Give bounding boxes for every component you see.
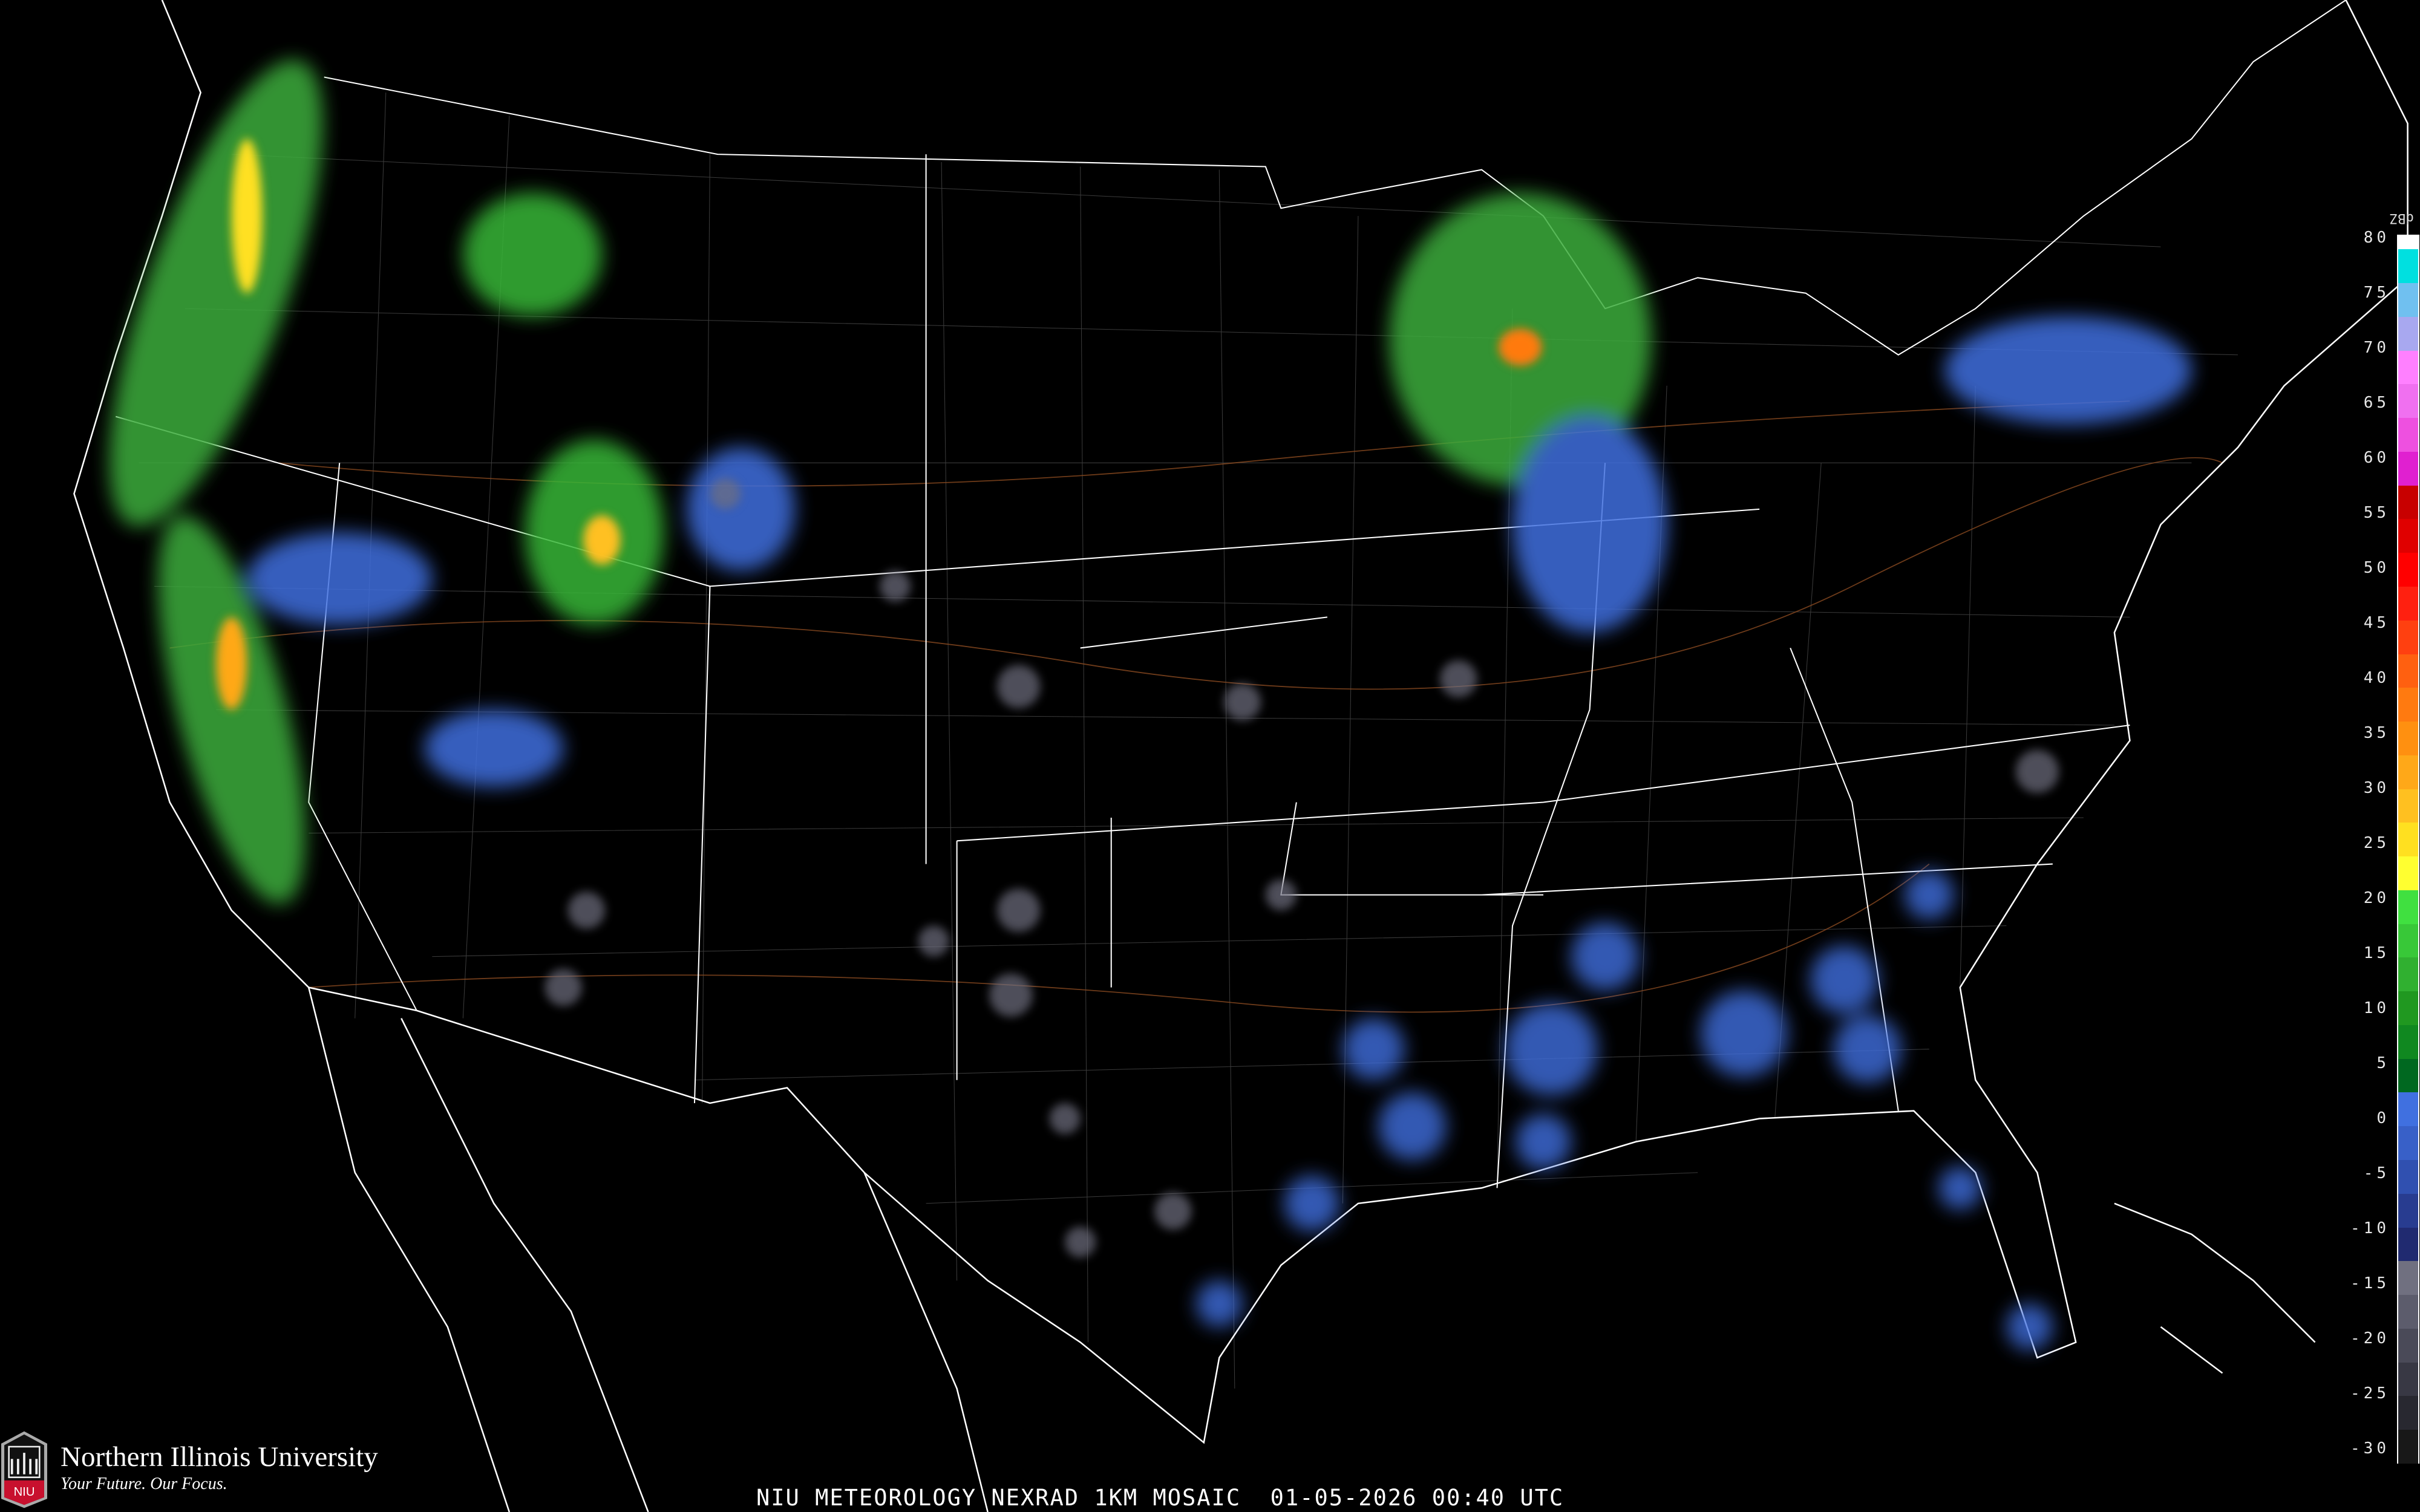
legend-color-segment [2398,924,2418,958]
legend-color-segment [2398,1193,2418,1228]
echo-idaho [463,192,602,316]
legend-color-segment [2398,1295,2418,1329]
state-borders [116,0,2347,1188]
echo-blob [2006,1303,2053,1351]
legend-tick-label: 50 [2363,559,2390,577]
legend-tick-label: 15 [2363,944,2390,962]
legend-tick-label: 25 [2363,834,2390,852]
legend-color-segment [2398,350,2418,385]
echo-arizona [424,709,564,787]
legend-tick-label: -5 [2363,1164,2390,1182]
legend-tick-label: 55 [2363,504,2390,522]
legend-color-segment [2398,418,2418,452]
legend-tick-label: 65 [2363,394,2390,412]
legend-tick-label: 45 [2363,614,2390,632]
echo-nevada [247,532,433,625]
legend-tick-label: 60 [2363,449,2390,467]
legend-color-segment [2398,1362,2418,1396]
legend-tick-label: 40 [2363,669,2390,687]
legend-unit-label: dBZ [2390,210,2414,226]
legend-tick-label: -10 [2350,1219,2390,1237]
echo-blob [1196,1280,1243,1327]
legend-color-segment [2398,283,2418,317]
university-tagline: Your Future. Our Focus. [60,1475,227,1493]
echo-blob [1378,1092,1447,1161]
reflectivity-color-scale [2397,235,2419,1464]
echo-blob [1701,990,1788,1077]
legend-color-segment [2398,755,2418,789]
echo-northeast [1944,316,2192,425]
university-name: Northern Illinois University [60,1441,378,1473]
legend-color-segment [2398,620,2418,654]
legend-tick-label: 30 [2363,779,2390,797]
echo-blob [1284,1175,1340,1231]
legend-color-segment [2398,957,2418,992]
legend-color-segment [2398,1025,2418,1059]
legend-tick-label: -25 [2350,1384,2390,1403]
legend-tick-label: 0 [2376,1109,2390,1127]
legend-tick-label: 70 [2363,339,2390,357]
legend-color-segment [2398,1328,2418,1363]
legend-color-segment [2398,1058,2418,1093]
legend-tick-label: 35 [2363,724,2390,742]
legend-color-segment [2398,1092,2418,1127]
legend-tick-label: 10 [2363,999,2390,1017]
legend-tick-label: -20 [2350,1329,2390,1347]
legend-color-segment [2398,1430,2418,1464]
legend-color-segment [2398,1261,2418,1295]
echo-michigan-south [1512,416,1667,633]
legend-tick-label: 80 [2363,229,2390,247]
legend-color-segment [2398,485,2418,520]
legend-tick-label: 20 [2363,889,2390,907]
legend-color-segment [2398,553,2418,587]
echo-blob [1516,1113,1571,1170]
legend-color-segment [2398,1126,2418,1160]
echo-wyoming [687,447,795,571]
niu-logo: NIU [1,1431,47,1508]
legend-color-segment [2398,890,2418,924]
legend-tick-label: -30 [2350,1439,2390,1458]
coastline [73,0,2409,1512]
legend-color-segment [2398,789,2418,823]
legend-color-segment [2398,856,2418,890]
svg-text:NIU: NIU [14,1485,35,1499]
echo-blob [1505,1003,1598,1096]
legend-tick-label: 75 [2363,284,2390,302]
legend-color-segment [2398,519,2418,553]
echo-blob [1810,945,1879,1014]
legend-color-segment [2398,1227,2418,1262]
legend-color-segment [2398,236,2418,250]
legend-tick-label: 5 [2376,1054,2390,1072]
echo-blob [1833,1015,1902,1083]
legend-color-segment [2398,991,2418,1025]
echo-blob [1571,922,1640,991]
legend-color-segment [2398,823,2418,857]
legend-color-segment [2398,316,2418,351]
echo-blob [1342,1018,1405,1080]
highways [169,400,2223,1013]
radar-echoes [109,60,2192,1351]
echo-pacific-nw [109,60,323,527]
legend-color-segment [2398,1396,2418,1430]
echo-blob [1938,1166,1982,1210]
legend-color-segment [2398,688,2418,722]
legend-color-segment [2398,654,2418,688]
legend-tick-label: -15 [2350,1274,2390,1292]
legend-color-segment [2398,586,2418,621]
legend-color-segment [2398,249,2418,284]
legend-color-segment [2398,451,2418,486]
legend-color-segment [2398,722,2418,755]
legend-color-segment [2398,1159,2418,1194]
product-caption: NIU METEOROLOGY NEXRAD 1KM MOSAIC 01-05-… [756,1485,1565,1511]
legend-color-segment [2398,384,2418,419]
echo-blob [1904,870,1954,920]
